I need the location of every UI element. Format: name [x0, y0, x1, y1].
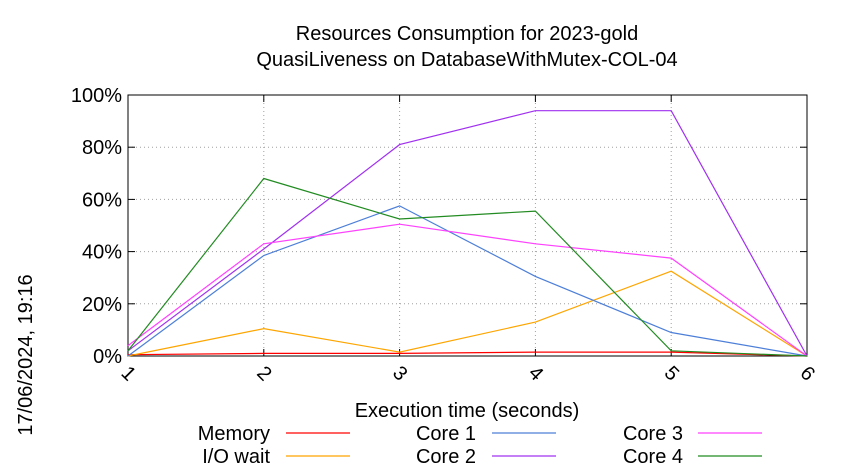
x-tick-label: 5: [660, 362, 683, 385]
y-tick-label: 60%: [82, 189, 122, 211]
series-line-memory: [127, 351, 808, 357]
series-line-core-2: [127, 110, 808, 357]
y-tick-label: 20%: [82, 294, 122, 316]
y-tick-label: 40%: [82, 242, 122, 264]
legend-label: Core 4: [623, 446, 683, 468]
series-line-i-o-wait: [127, 270, 808, 357]
grid: [128, 95, 807, 356]
series-line-core-3: [127, 223, 808, 357]
x-tick-label: 3: [388, 362, 411, 385]
y-tick-label: 100%: [71, 85, 122, 107]
x-axis-label: Execution time (seconds): [355, 400, 580, 422]
y-tick-label: 80%: [82, 137, 122, 159]
x-tick-label: 2: [252, 362, 275, 385]
legend-label: Core 1: [416, 423, 476, 445]
chart-subtitle: QuasiLiveness on DatabaseWithMutex-COL-0…: [256, 49, 677, 71]
chart-title: Resources Consumption for 2023-gold: [296, 23, 638, 45]
series-lines: [127, 110, 808, 357]
x-tick-label: 6: [796, 362, 819, 385]
series-line-core-4: [127, 177, 808, 357]
legend-label: Core 3: [623, 423, 683, 445]
legend-label: Memory: [198, 423, 270, 445]
y-axis: 0% 20% 40% 60% 80% 100%: [71, 85, 807, 368]
plot-frame: [127, 94, 808, 357]
x-tick-label: 4: [524, 362, 547, 385]
legend-label: I/O wait: [202, 446, 270, 468]
timestamp-label: 17/06/2024, 19:16: [15, 274, 37, 435]
legend-label: Core 2: [416, 446, 476, 468]
series-line-core-1: [127, 205, 808, 357]
y-tick-label: 0%: [93, 346, 122, 368]
